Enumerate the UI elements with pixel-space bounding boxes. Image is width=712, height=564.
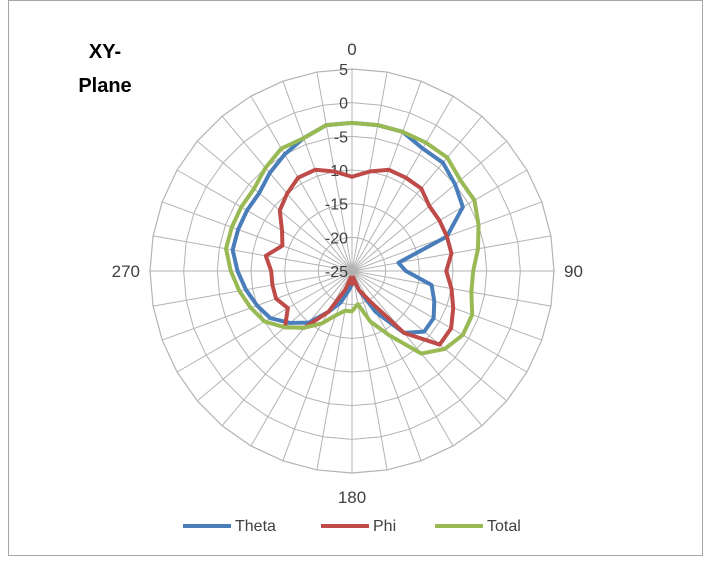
radial-tick-label: -20	[325, 230, 348, 247]
radial-tick-label: -15	[325, 197, 348, 214]
grid-spoke	[351, 270, 542, 341]
radial-tick-label: 5	[339, 62, 348, 79]
radar-grid	[149, 68, 555, 474]
grid-spoke	[316, 270, 353, 471]
grid-spoke	[351, 115, 483, 272]
angle-label-180: 180	[338, 488, 366, 507]
radial-tick-label: -5	[334, 129, 348, 146]
chart-title-line-1: XY-	[89, 41, 121, 63]
grid-spoke	[351, 270, 508, 402]
series-lines	[224, 120, 481, 356]
series-line-total	[224, 120, 481, 356]
grid-spoke	[351, 270, 483, 427]
legend: Theta Phi Total	[183, 518, 521, 535]
angle-label-270: 270	[112, 262, 140, 281]
legend-label: Phi	[373, 518, 396, 535]
legend-item-total: Total	[435, 518, 521, 535]
legend-item-phi: Phi	[321, 518, 396, 535]
radial-tick-label: 0	[339, 96, 348, 113]
grid-spoke	[176, 169, 353, 272]
grid-spoke	[162, 201, 353, 272]
radial-tick-label: -25	[325, 264, 348, 281]
grid-spoke	[250, 95, 353, 272]
grid-spoke	[351, 270, 528, 373]
grid-spoke	[152, 270, 353, 307]
legend-item-theta: Theta	[183, 518, 276, 535]
grid-spoke	[196, 270, 353, 402]
grid-spoke	[282, 81, 353, 272]
angle-label-0: 0	[347, 40, 356, 59]
grid-spoke	[351, 95, 454, 272]
legend-label: Theta	[235, 518, 276, 535]
chart-title-line-2: Plane	[78, 75, 131, 97]
grid-spoke	[196, 140, 353, 272]
chart-frame: 0 90 180 270 -25 -20 -15 -10 -5 0 5 XY- Plane The…	[8, 0, 703, 556]
grid-spoke	[351, 270, 422, 461]
legend-label: Total	[487, 518, 521, 535]
grid-spoke	[221, 270, 353, 427]
grid-spoke	[152, 235, 353, 272]
grid-spoke	[351, 81, 422, 272]
chart-title: XY- Plane	[78, 41, 131, 97]
angle-label-90: 90	[564, 262, 583, 281]
series-line-phi	[263, 167, 456, 347]
angle-labels: 0 90 180 270	[112, 40, 583, 507]
